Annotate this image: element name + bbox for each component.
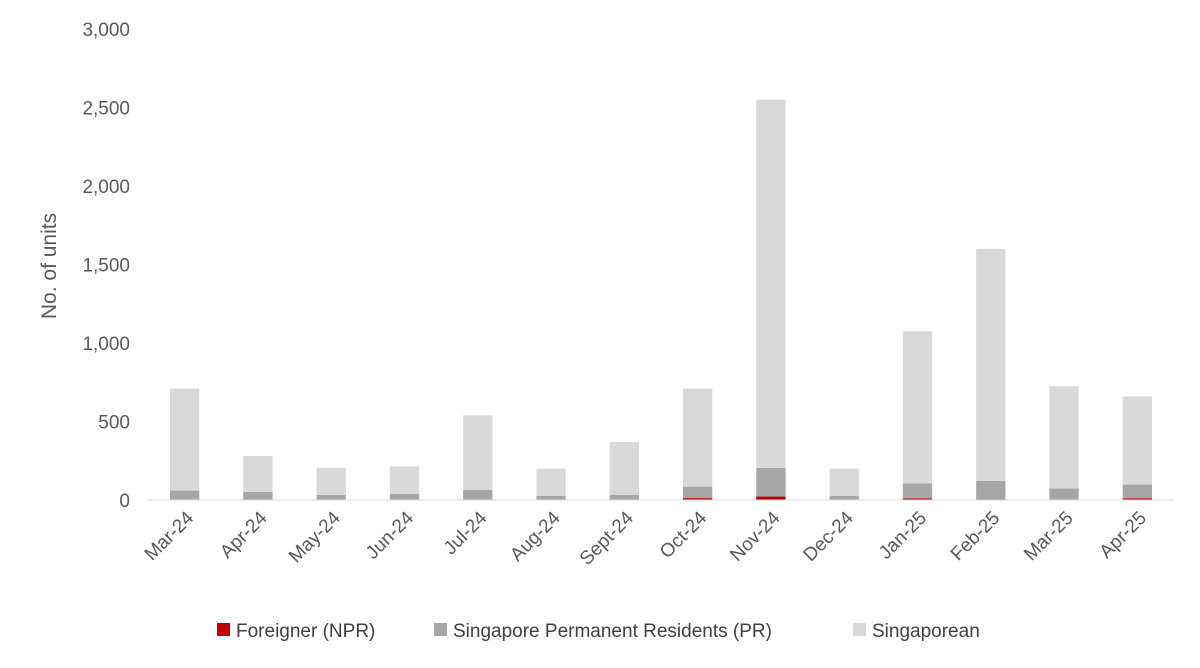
x-tick-label: Apr-25	[1096, 508, 1151, 563]
legend-swatch	[217, 623, 230, 636]
bar-segment-2-13	[1122, 396, 1153, 485]
bar-segment-0-7	[682, 498, 713, 500]
bar-segment-1-1	[243, 491, 273, 500]
bar-segment-1-13	[1122, 484, 1153, 499]
bar-segment-2-5	[536, 468, 566, 496]
legend-item-2: Singaporean	[853, 621, 980, 642]
bar-segment-1-6	[609, 494, 640, 500]
bar-segment-1-12	[1049, 488, 1079, 500]
legend-swatch	[434, 623, 447, 636]
legend-item-1: Singapore Permanent Residents (PR)	[434, 621, 772, 642]
bar-segment-1-0	[169, 490, 200, 500]
bar-segment-2-2	[316, 467, 346, 495]
x-tick-label: Jan-25	[875, 508, 931, 564]
bar-segment-1-4	[463, 489, 493, 500]
bar-segment-2-10	[902, 331, 933, 484]
bar-segment-2-9	[829, 468, 859, 496]
x-tick-label: Oct-24	[656, 507, 711, 562]
bar-segment-2-8	[756, 99, 786, 468]
bar-segment-1-3	[389, 493, 420, 500]
legend-label: Singapore Permanent Residents (PR)	[453, 621, 772, 642]
legend-label: Singaporean	[872, 621, 980, 642]
bar-segment-2-11	[976, 248, 1006, 481]
y-tick-label: 0	[119, 491, 130, 512]
bar-segment-1-11	[976, 480, 1006, 500]
bar-segment-2-6	[609, 441, 640, 495]
x-tick-label: Nov-24	[726, 507, 784, 565]
x-axis: Mar-24 Apr-24 May-24 Jun-24 Jul-24 Aug-24 Sept…	[141, 507, 1151, 569]
y-axis-title: No. of units	[38, 213, 61, 319]
x-tick-label: Jul-24	[440, 507, 492, 559]
bar-segment-1-7	[682, 486, 713, 499]
legend: Foreigner (NPR) Singapore Permanent Resid…	[217, 621, 980, 642]
bar-segment-2-12	[1049, 386, 1079, 489]
x-tick-label: Feb-25	[947, 508, 1004, 565]
y-tick-label: 2,000	[82, 177, 130, 198]
bar-segment-2-7	[682, 388, 713, 487]
x-tick-label: Mar-25	[1020, 508, 1077, 565]
y-tick-label: 2,500	[82, 99, 130, 120]
bar-segment-2-0	[169, 388, 200, 491]
bar-segment-2-1	[243, 456, 273, 492]
bar-segment-2-3	[389, 466, 420, 494]
x-tick-label: May-24	[285, 507, 345, 567]
bar-segment-2-4	[463, 415, 493, 490]
y-tick-label: 3,000	[82, 20, 130, 41]
bar-segment-0-10	[902, 498, 933, 500]
x-tick-label: Aug-24	[506, 507, 564, 565]
bar-segment-0-8	[756, 496, 786, 500]
bar-segment-1-8	[756, 467, 786, 497]
legend-swatch	[853, 623, 866, 636]
x-tick-label: Jun-24	[362, 507, 418, 563]
bar-segment-0-13	[1122, 498, 1153, 500]
bar-segment-1-5	[536, 495, 566, 500]
x-tick-label: Sept-24	[576, 507, 638, 569]
x-tick-label: Dec-24	[800, 507, 858, 565]
x-tick-label: Mar-24	[141, 507, 199, 565]
y-tick-label: 1,500	[82, 256, 130, 277]
y-tick-label: 500	[98, 413, 130, 434]
y-axis: 0 500 1,000 1,500 2,000 2,500 3,000	[82, 20, 130, 512]
bars	[169, 99, 1153, 500]
bar-segment-1-2	[316, 494, 346, 500]
legend-item-0: Foreigner (NPR)	[217, 621, 375, 642]
bar-segment-1-10	[902, 483, 933, 499]
y-tick-label: 1,000	[82, 334, 130, 355]
legend-label: Foreigner (NPR)	[236, 621, 375, 642]
bar-segment-1-9	[829, 495, 859, 500]
x-tick-label: Apr-24	[216, 507, 271, 562]
